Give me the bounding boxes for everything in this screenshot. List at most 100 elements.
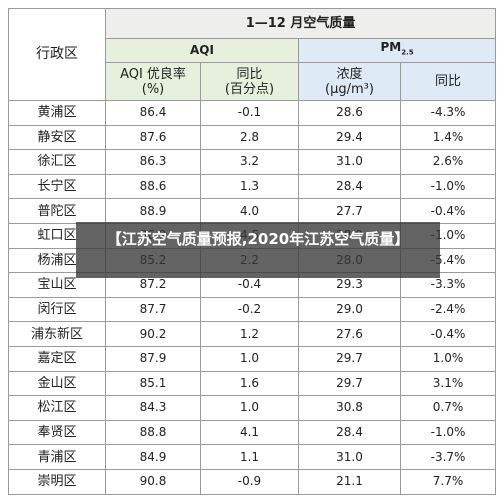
data-cell: -0.9: [200, 468, 299, 495]
district-cell: 金山区: [8, 370, 106, 397]
data-cell: 87.7: [105, 296, 201, 323]
data-cell: 31.0: [298, 149, 401, 175]
column-header: 同比: [399, 62, 497, 101]
data-cell: 1.3: [200, 173, 299, 200]
data-cell: 29.0: [298, 296, 401, 323]
data-row: 金山区 85.1 1.6 29.7 3.1%: [8, 370, 497, 397]
data-cell: 1.0: [200, 395, 299, 421]
column-row: AQI 优良率 (%) 同比 (百分点) 浓度 (μg/m³) 同比: [9, 62, 497, 101]
column-header-line: 同比: [435, 74, 462, 89]
data-row: 闵行区 87.7 -0.2 29.0 -2.4%: [8, 296, 497, 323]
data-row: 嘉定区 87.9 1.0 29.7 1.0%: [8, 345, 497, 372]
data-row: 松江区 84.3 1.0 30.8 0.7%: [8, 395, 497, 421]
district-cell: 普陀区: [8, 198, 106, 224]
data-cell: 27.6: [298, 321, 401, 347]
data-cell: 1.0: [200, 345, 299, 372]
data-cell: 28.4: [298, 173, 401, 200]
data-cell: 88.6: [105, 173, 201, 200]
data-cell: -4.3%: [399, 100, 497, 126]
data-cell: 4.0: [200, 198, 299, 224]
district-cell: 黄浦区: [8, 100, 106, 126]
data-cell: 86.4: [105, 100, 201, 126]
data-cell: -0.4%: [399, 321, 497, 347]
district-cell: 奉贤区: [8, 419, 106, 446]
data-cell: -0.1: [200, 100, 299, 126]
data-cell: 2.8: [200, 124, 299, 151]
district-cell: 松江区: [8, 395, 106, 421]
data-row: 黄浦区 86.4 -0.1 28.6 -4.3%: [8, 100, 497, 126]
data-cell: 29.7: [298, 370, 401, 397]
overlay-banner: 【江苏空气质量预报,2020年江苏空气质量】: [76, 222, 440, 278]
row-header: 行政区: [36, 46, 78, 62]
group-header: PM2.5: [297, 38, 497, 63]
data-cell: 27.7: [298, 198, 401, 224]
data-cell: 86.3: [105, 149, 201, 175]
table-title: 1—12 月空气质量: [104, 8, 497, 39]
data-cell: 84.9: [105, 444, 201, 470]
data-cell: -3.7%: [399, 444, 497, 470]
data-row: 徐汇区 86.3 3.2 31.0 2.6%: [8, 149, 497, 175]
column-header-line: (μg/m³): [325, 81, 374, 97]
data-cell: 28.4: [298, 419, 401, 446]
row-header-cell: 行政区: [8, 8, 106, 101]
column-header: 同比 (百分点): [200, 62, 299, 101]
group-header: AQI: [105, 38, 299, 63]
data-cell: 1.2: [200, 321, 299, 347]
data-cell: -0.4%: [399, 198, 497, 224]
data-cell: 88.9: [105, 198, 201, 224]
data-row: 崇明区 90.8 -0.9 21.1 7.7%: [8, 468, 497, 495]
data-cell: 1.6: [200, 370, 299, 397]
district-cell: 崇明区: [8, 468, 106, 495]
group-name: AQI: [190, 43, 214, 57]
data-cell: 2.6%: [399, 149, 497, 175]
column-header: 浓度 (μg/m³): [298, 62, 401, 101]
data-cell: 90.2: [105, 321, 201, 347]
column-header-line: AQI 优良率: [120, 66, 186, 82]
column-header: AQI 优良率 (%): [105, 62, 201, 101]
column-header-line: (百分点): [224, 81, 275, 97]
group-sub: 2.5: [401, 48, 414, 57]
data-cell: 87.6: [105, 124, 201, 151]
data-cell: 88.8: [105, 419, 201, 446]
data-row: 青浦区 84.9 1.1 31.0 -3.7%: [8, 444, 497, 470]
data-cell: 29.4: [298, 124, 401, 151]
data-cell: 28.6: [298, 100, 401, 126]
data-cell: 87.9: [105, 345, 201, 372]
data-cell: -1.0%: [399, 173, 497, 200]
data-cell: 3.2: [200, 149, 299, 175]
data-row: 静安区 87.6 2.8 29.4 1.4%: [8, 124, 497, 151]
district-cell: 嘉定区: [8, 345, 106, 372]
district-cell: 长宁区: [8, 173, 106, 200]
data-cell: -1.0%: [399, 419, 497, 446]
data-cell: 29.7: [298, 345, 401, 372]
data-cell: 1.4%: [399, 124, 497, 151]
data-cell: 4.1: [200, 419, 299, 446]
data-cell: -0.2: [200, 296, 299, 323]
district-cell: 浦东新区: [8, 321, 106, 347]
data-cell: 3.1%: [399, 370, 497, 397]
district-cell: 静安区: [8, 124, 106, 151]
data-row: 浦东新区 90.2 1.2 27.6 -0.4%: [8, 321, 497, 347]
header-row: 行政区 1—12 月空气质量: [8, 8, 497, 101]
data-cell: 21.1: [298, 468, 401, 495]
district-cell: 闵行区: [8, 296, 106, 323]
data-cell: 1.1: [200, 444, 299, 470]
column-header-line: (%): [141, 81, 165, 97]
column-header-line: 同比: [236, 66, 263, 82]
group-row: AQI PM2.5: [9, 38, 497, 63]
data-cell: 7.7%: [399, 468, 497, 495]
data-cell: 0.7%: [399, 395, 497, 421]
group-name: PM: [380, 40, 402, 55]
column-header-line: 浓度: [336, 66, 363, 82]
data-cell: 30.8: [298, 395, 401, 421]
data-cell: 90.8: [105, 468, 201, 495]
data-cell: 1.0%: [399, 345, 497, 372]
data-row: 长宁区 88.6 1.3 28.4 -1.0%: [8, 173, 497, 200]
data-cell: 84.3: [105, 395, 201, 421]
data-row: 奉贤区 88.8 4.1 28.4 -1.0%: [8, 419, 497, 446]
district-cell: 青浦区: [8, 444, 106, 470]
district-cell: 徐汇区: [8, 149, 106, 175]
data-cell: 85.1: [105, 370, 201, 397]
data-cell: -2.4%: [399, 296, 497, 323]
